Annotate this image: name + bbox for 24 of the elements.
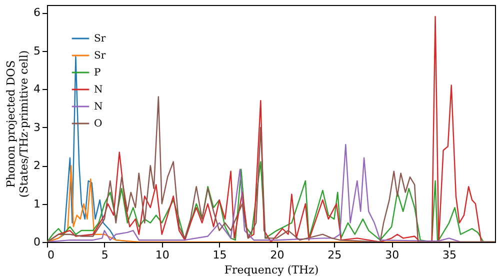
y-axis-title: Phonon projected DOS (States/THz·primitive cell) — [4, 50, 30, 198]
legend-label: P — [94, 68, 101, 78]
legend-label: Sr — [94, 34, 106, 44]
x-tick-label: 25 — [328, 248, 342, 262]
y-tick-label: 3 — [34, 120, 40, 134]
x-tick-label: 0 — [48, 248, 54, 262]
x-tick-label: 10 — [155, 248, 170, 262]
x-tick-label: 15 — [212, 248, 227, 262]
x-tick-label: 5 — [101, 248, 108, 262]
line-series — [47, 96, 495, 242]
y-tick-label: 1 — [34, 197, 40, 210]
y-tick-label: 2 — [34, 159, 40, 172]
x-tick-label: 20 — [270, 248, 284, 262]
y-tick-label: 6 — [34, 6, 40, 20]
x-tick-label: 30 — [385, 248, 400, 262]
legend-label: N — [94, 84, 103, 96]
legend-label: Sr — [94, 50, 106, 62]
x-axis-title: Frequency (THz) — [224, 264, 319, 276]
y-tick-label: 5 — [34, 44, 40, 58]
legend-label: N — [94, 102, 103, 112]
y-tick-label: 0 — [34, 236, 40, 248]
legend-label: O — [94, 118, 102, 130]
y-tick-label: 4 — [34, 82, 40, 96]
x-tick-label: 35 — [442, 248, 457, 262]
